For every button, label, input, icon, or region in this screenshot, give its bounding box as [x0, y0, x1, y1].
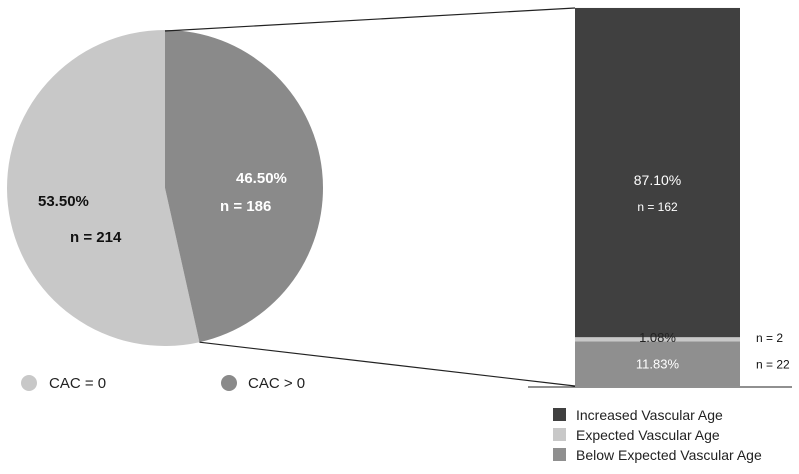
- connector-line-bottom: [199, 341, 576, 387]
- bar-count-label: n = 22: [756, 358, 790, 372]
- legend-label: Expected Vascular Age: [576, 427, 720, 443]
- bar-segment: [575, 337, 740, 342]
- bar-segment: [575, 7, 740, 338]
- bar-data-label: 1.08%: [639, 330, 676, 345]
- pie-slice-cac-0: [7, 30, 200, 346]
- bar-data-label: 11.83%: [636, 357, 680, 372]
- legend-marker: [221, 375, 237, 391]
- legend-marker: [553, 428, 566, 441]
- legend-label: CAC > 0: [248, 375, 305, 392]
- legend-label: Increased Vascular Age: [576, 407, 723, 423]
- pie-slice-cac-gt-0: [165, 30, 324, 343]
- pie-label-percent: 53.50%: [38, 193, 89, 210]
- pie-label-count: n = 186: [220, 198, 271, 215]
- pie-label-count: n = 214: [70, 229, 122, 246]
- bar-count-label: n = 162: [637, 200, 678, 214]
- legend-marker: [553, 448, 566, 461]
- pie-label-percent: 46.50%: [236, 170, 287, 187]
- legend-label: Below Expected Vascular Age: [576, 447, 762, 463]
- bar-segment: [575, 341, 740, 386]
- legend-marker: [553, 408, 566, 421]
- bar-count-label: n = 2: [756, 331, 783, 345]
- legend-marker: [21, 375, 37, 391]
- legend-label: CAC = 0: [49, 375, 106, 392]
- bar-data-label: 87.10%: [634, 172, 681, 188]
- connector-line-top: [164, 7, 576, 32]
